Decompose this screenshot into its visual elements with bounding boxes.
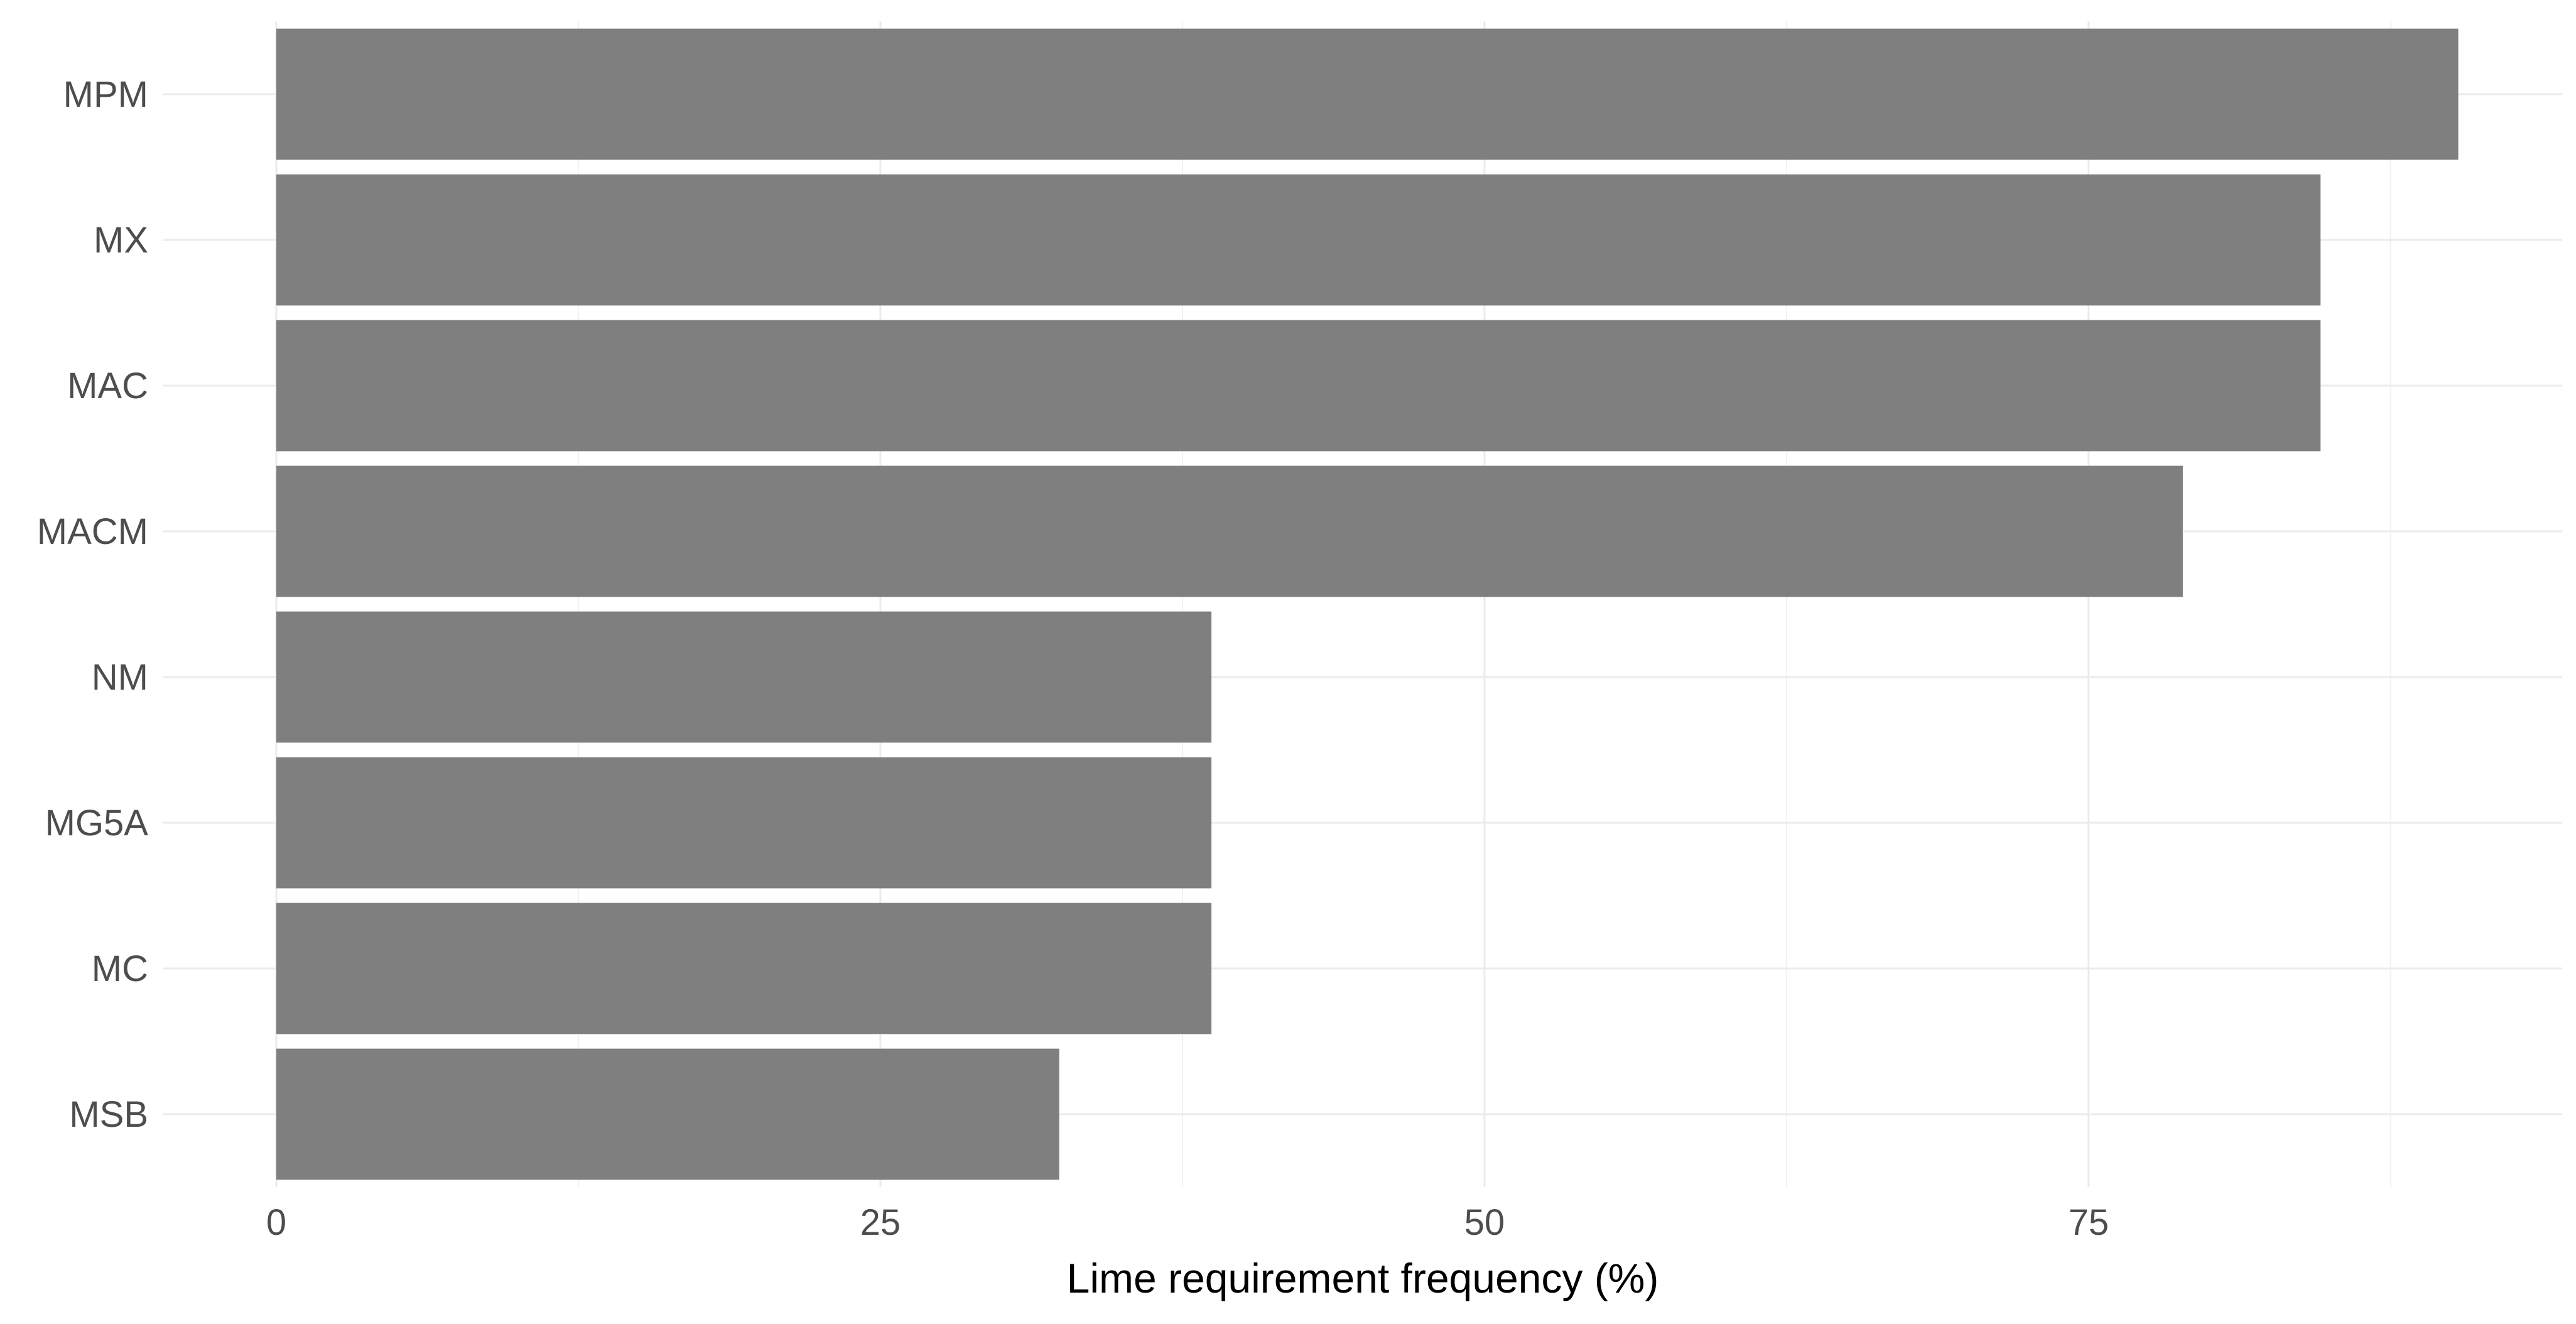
- y-axis-labels: MPM MX MAC MACM NM MG5A MC MSB: [37, 74, 149, 1135]
- bar-msb: [276, 1048, 1059, 1180]
- bar-macm: [276, 465, 2183, 597]
- bar-nm: [276, 611, 1212, 743]
- x-tick-label: 0: [266, 1202, 286, 1243]
- y-tick-label: MC: [92, 948, 148, 989]
- bar-mpm: [276, 28, 2459, 160]
- y-tick-label: MPM: [63, 74, 148, 115]
- y-tick-label: MG5A: [45, 803, 149, 844]
- y-tick-label: MX: [94, 220, 148, 261]
- bar-mac: [276, 320, 2321, 452]
- y-tick-label: MACM: [37, 511, 148, 552]
- y-tick-label: NM: [92, 657, 148, 698]
- bars: [276, 28, 2459, 1180]
- x-tick-label: 75: [2069, 1202, 2109, 1243]
- bar-mx: [276, 174, 2321, 306]
- x-tick-label: 25: [860, 1202, 901, 1243]
- y-tick-label: MAC: [67, 366, 148, 406]
- y-tick-label: MSB: [69, 1094, 148, 1135]
- x-axis-labels: 0 25 50 75: [266, 1202, 2109, 1243]
- bar-mc: [276, 903, 1212, 1034]
- bar-mg5a: [276, 757, 1212, 889]
- x-axis-title: Lime requirement frequency (%): [1067, 1255, 1659, 1301]
- x-tick-label: 50: [1464, 1202, 1505, 1243]
